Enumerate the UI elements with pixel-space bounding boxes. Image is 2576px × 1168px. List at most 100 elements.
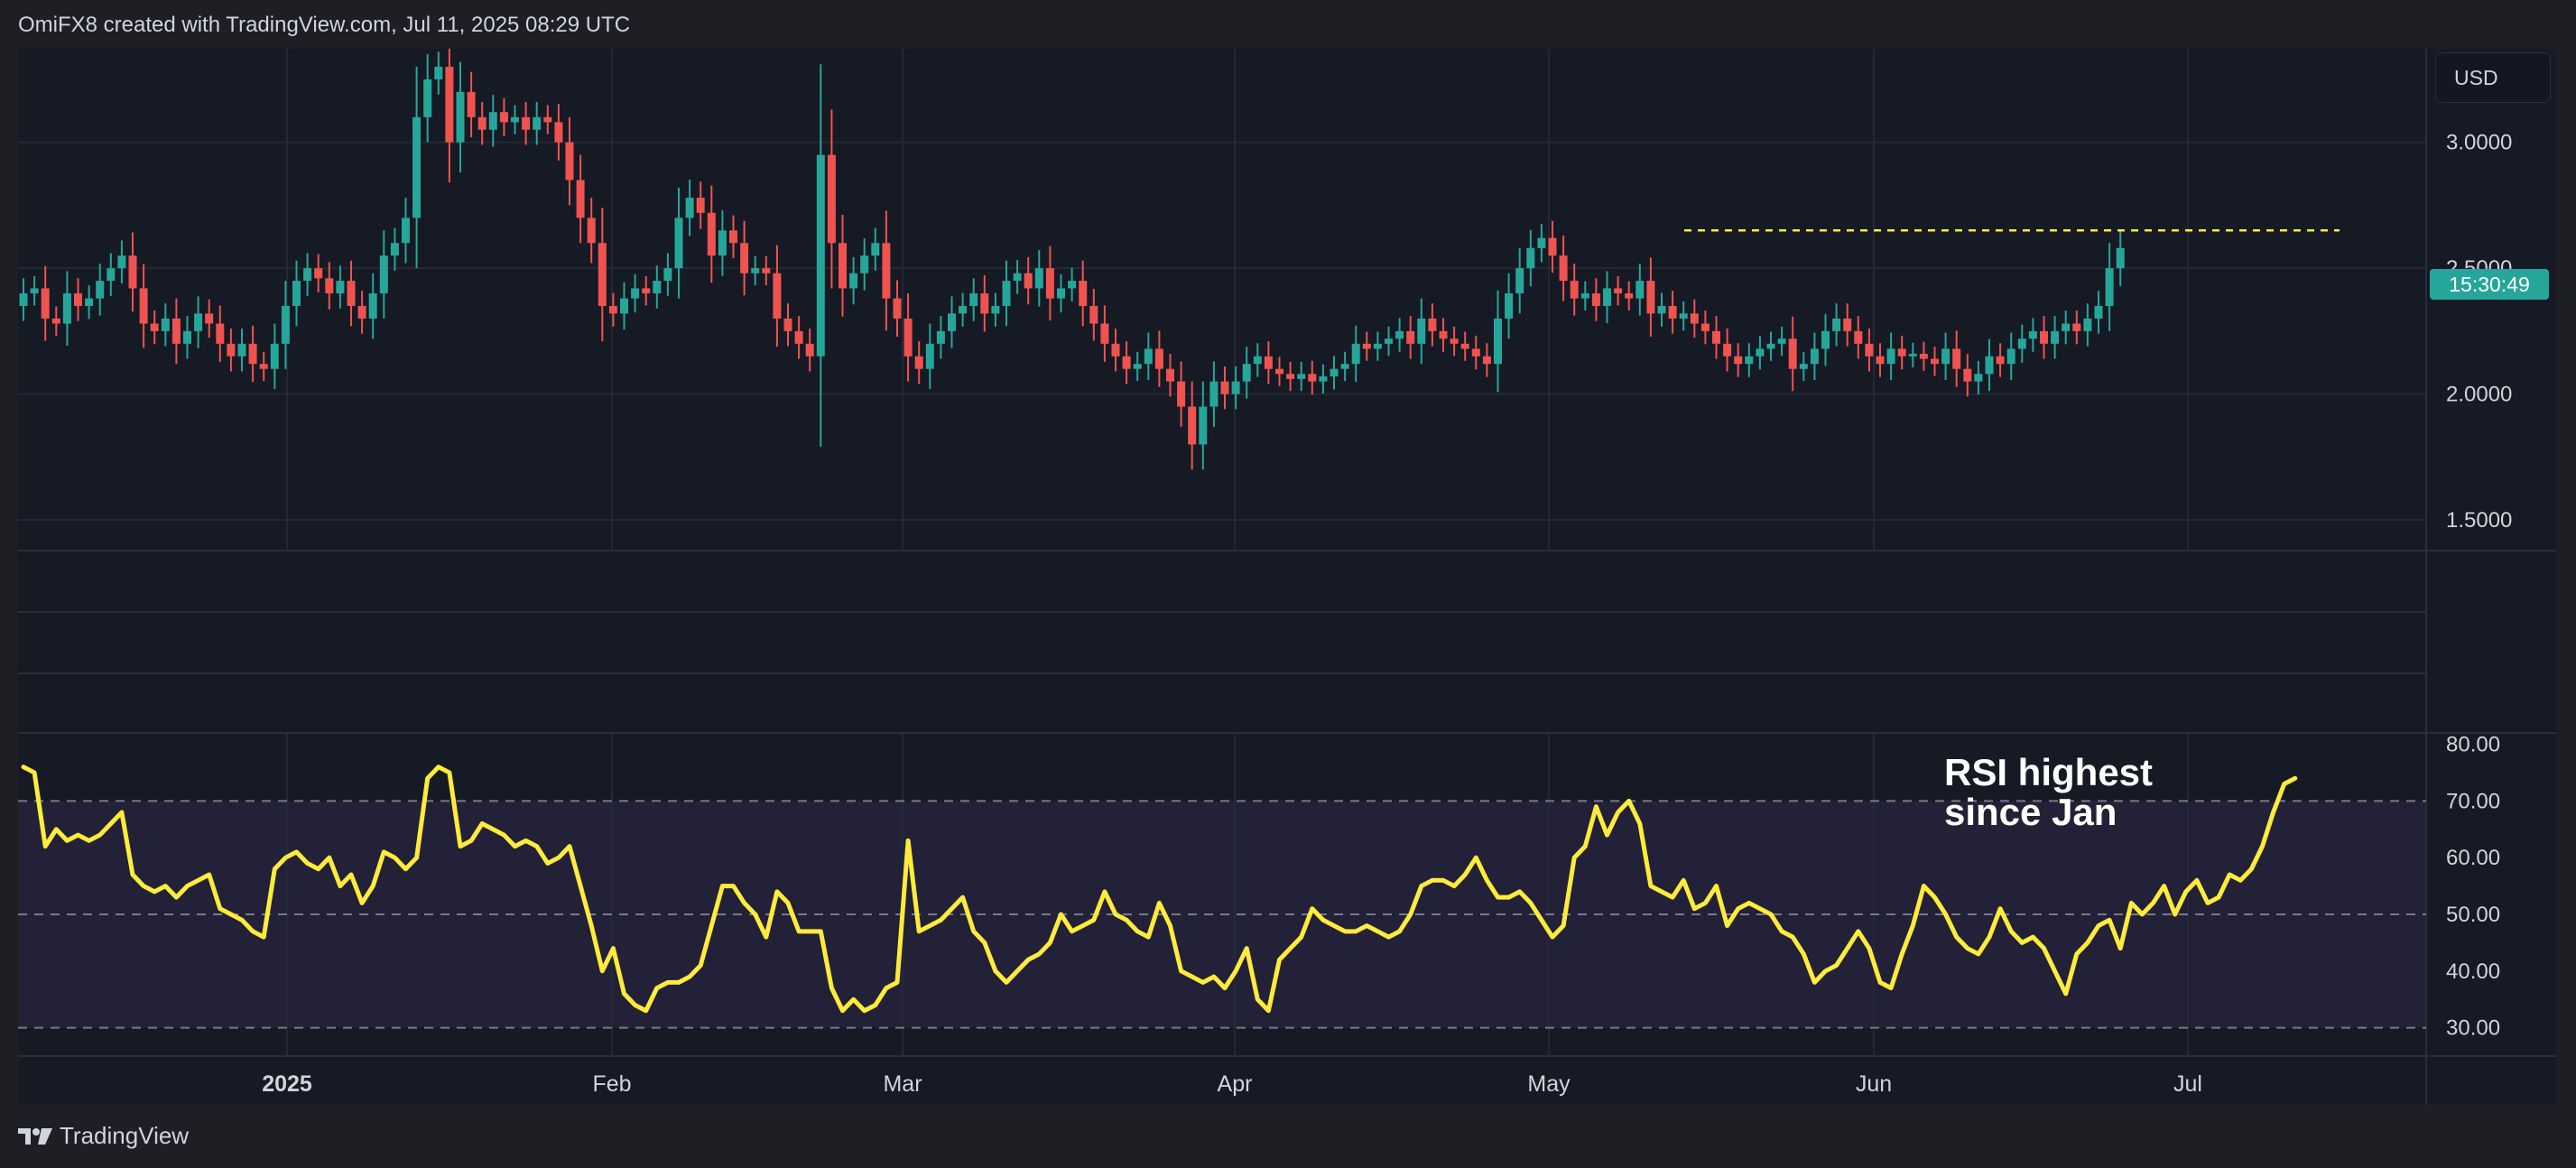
candle-body <box>1385 338 1393 344</box>
candle-body <box>1996 356 2005 365</box>
brand-label: TradingView <box>60 1122 190 1149</box>
candle-body <box>685 198 694 218</box>
candle-body <box>1635 281 1645 299</box>
candle-body <box>2105 268 2114 306</box>
candle-body <box>794 330 803 344</box>
tradingview-brand[interactable]: TradingView <box>18 1122 189 1150</box>
candle-body <box>368 293 377 319</box>
candle-body <box>1024 273 1033 289</box>
candle-body <box>1537 237 1546 248</box>
candle-body <box>357 305 366 319</box>
candle-body <box>1810 348 1819 365</box>
candle-body <box>871 243 880 256</box>
x-tick-label: Apr <box>1218 1071 1253 1097</box>
candle-body <box>1505 293 1514 319</box>
candle-body <box>729 230 737 244</box>
candle-body <box>1002 281 1011 306</box>
candle-body <box>1515 268 1524 294</box>
candle-body <box>1865 343 1874 357</box>
candle-body <box>281 305 290 344</box>
candle-body <box>1821 330 1830 349</box>
price-candles <box>19 49 2125 470</box>
candle-body <box>96 281 105 299</box>
candle-body <box>1242 364 1251 382</box>
candle-body <box>390 243 399 256</box>
candle-body <box>1712 330 1720 344</box>
candle-body <box>161 318 170 331</box>
candle-body <box>1395 330 1404 339</box>
candle-body <box>1700 323 1710 331</box>
candle-body <box>347 281 356 306</box>
candle-body <box>1799 364 1808 369</box>
candle-body <box>1941 348 1951 365</box>
attribution-text: OmiFX8 created with TradingView.com, Jul… <box>18 13 631 37</box>
candle-body <box>980 293 989 314</box>
candle-body <box>51 318 60 324</box>
candle-body <box>2040 330 2048 344</box>
candle-body <box>1756 348 1765 357</box>
candle-body <box>1919 353 1928 359</box>
candle-body <box>576 180 585 218</box>
candle-body <box>1231 381 1240 394</box>
candle-body <box>2062 323 2071 331</box>
candle-body <box>1931 358 1939 365</box>
candle-body <box>783 318 792 331</box>
candle-body <box>499 112 508 123</box>
candle-body <box>1625 293 1634 299</box>
x-tick-label: Mar <box>883 1071 922 1097</box>
rsi-tick-label: 40.00 <box>2446 959 2500 984</box>
candle-body <box>1406 330 1415 344</box>
candle-body <box>1417 318 1426 344</box>
candle-body <box>2094 305 2103 319</box>
candle-body <box>1450 338 1459 344</box>
candle-body <box>522 116 531 130</box>
candle-body <box>1089 305 1098 324</box>
candle-body <box>1657 305 1666 314</box>
rsi-tick-label: 60.00 <box>2446 846 2500 870</box>
time-axis: 2025 Feb Mar Apr May Jun Jul <box>262 1071 2202 1097</box>
candle-body <box>653 281 662 294</box>
price-tick-label: 1.5000 <box>2446 508 2512 533</box>
candle-body <box>948 313 956 331</box>
price-tick-label: 3.0000 <box>2446 131 2512 155</box>
candle-body <box>565 142 574 181</box>
candle-body <box>1843 318 1852 331</box>
candle-body <box>1908 353 1917 357</box>
x-tick-label: May <box>1527 1071 1571 1097</box>
candle-body <box>1460 343 1469 349</box>
candle-body <box>1133 364 1142 369</box>
annotation-line-1: RSI highest <box>1944 751 2154 793</box>
candle-body <box>117 255 126 269</box>
candle-body <box>740 243 749 273</box>
candle-body <box>696 198 705 213</box>
candle-body <box>718 230 727 256</box>
candle-body <box>1154 348 1163 369</box>
candle-body <box>379 255 388 294</box>
currency-selector[interactable]: USD <box>2435 52 2551 103</box>
candle-body <box>554 122 563 143</box>
candle-body <box>62 293 71 324</box>
candle-body <box>1144 348 1153 365</box>
candle-body <box>839 243 847 289</box>
candle-body <box>1952 348 1961 369</box>
candle-body <box>620 298 628 314</box>
candle-body <box>150 323 159 331</box>
candle-body <box>751 268 760 273</box>
candle-body <box>2028 330 2037 339</box>
candle-body <box>139 288 148 324</box>
x-tick-label: Feb <box>592 1071 631 1097</box>
candle-body <box>74 293 82 306</box>
rsi-axis: 30.00 40.00 50.00 60.00 70.00 80.00 <box>2446 733 2500 1041</box>
candle-body <box>1974 374 1983 382</box>
candle-body <box>456 91 465 143</box>
candle-body <box>30 288 39 294</box>
candle-body <box>1199 406 1208 445</box>
candle-body <box>2072 323 2081 331</box>
candle-body <box>194 313 203 331</box>
candle-body <box>1832 318 1841 331</box>
candle-body <box>1340 364 1349 369</box>
candle-body <box>445 67 454 143</box>
